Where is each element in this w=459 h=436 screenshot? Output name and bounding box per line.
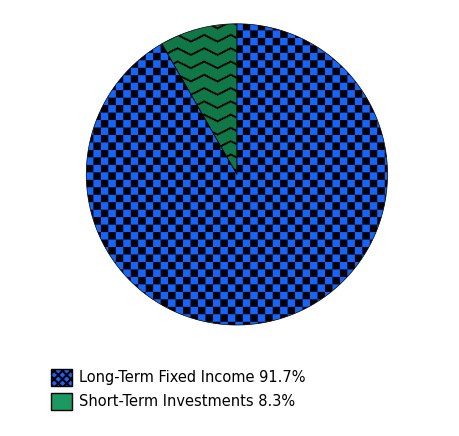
Legend: Long-Term Fixed Income 91.7%, Short-Term Investments 8.3%: Long-Term Fixed Income 91.7%, Short-Term… [45, 363, 311, 416]
